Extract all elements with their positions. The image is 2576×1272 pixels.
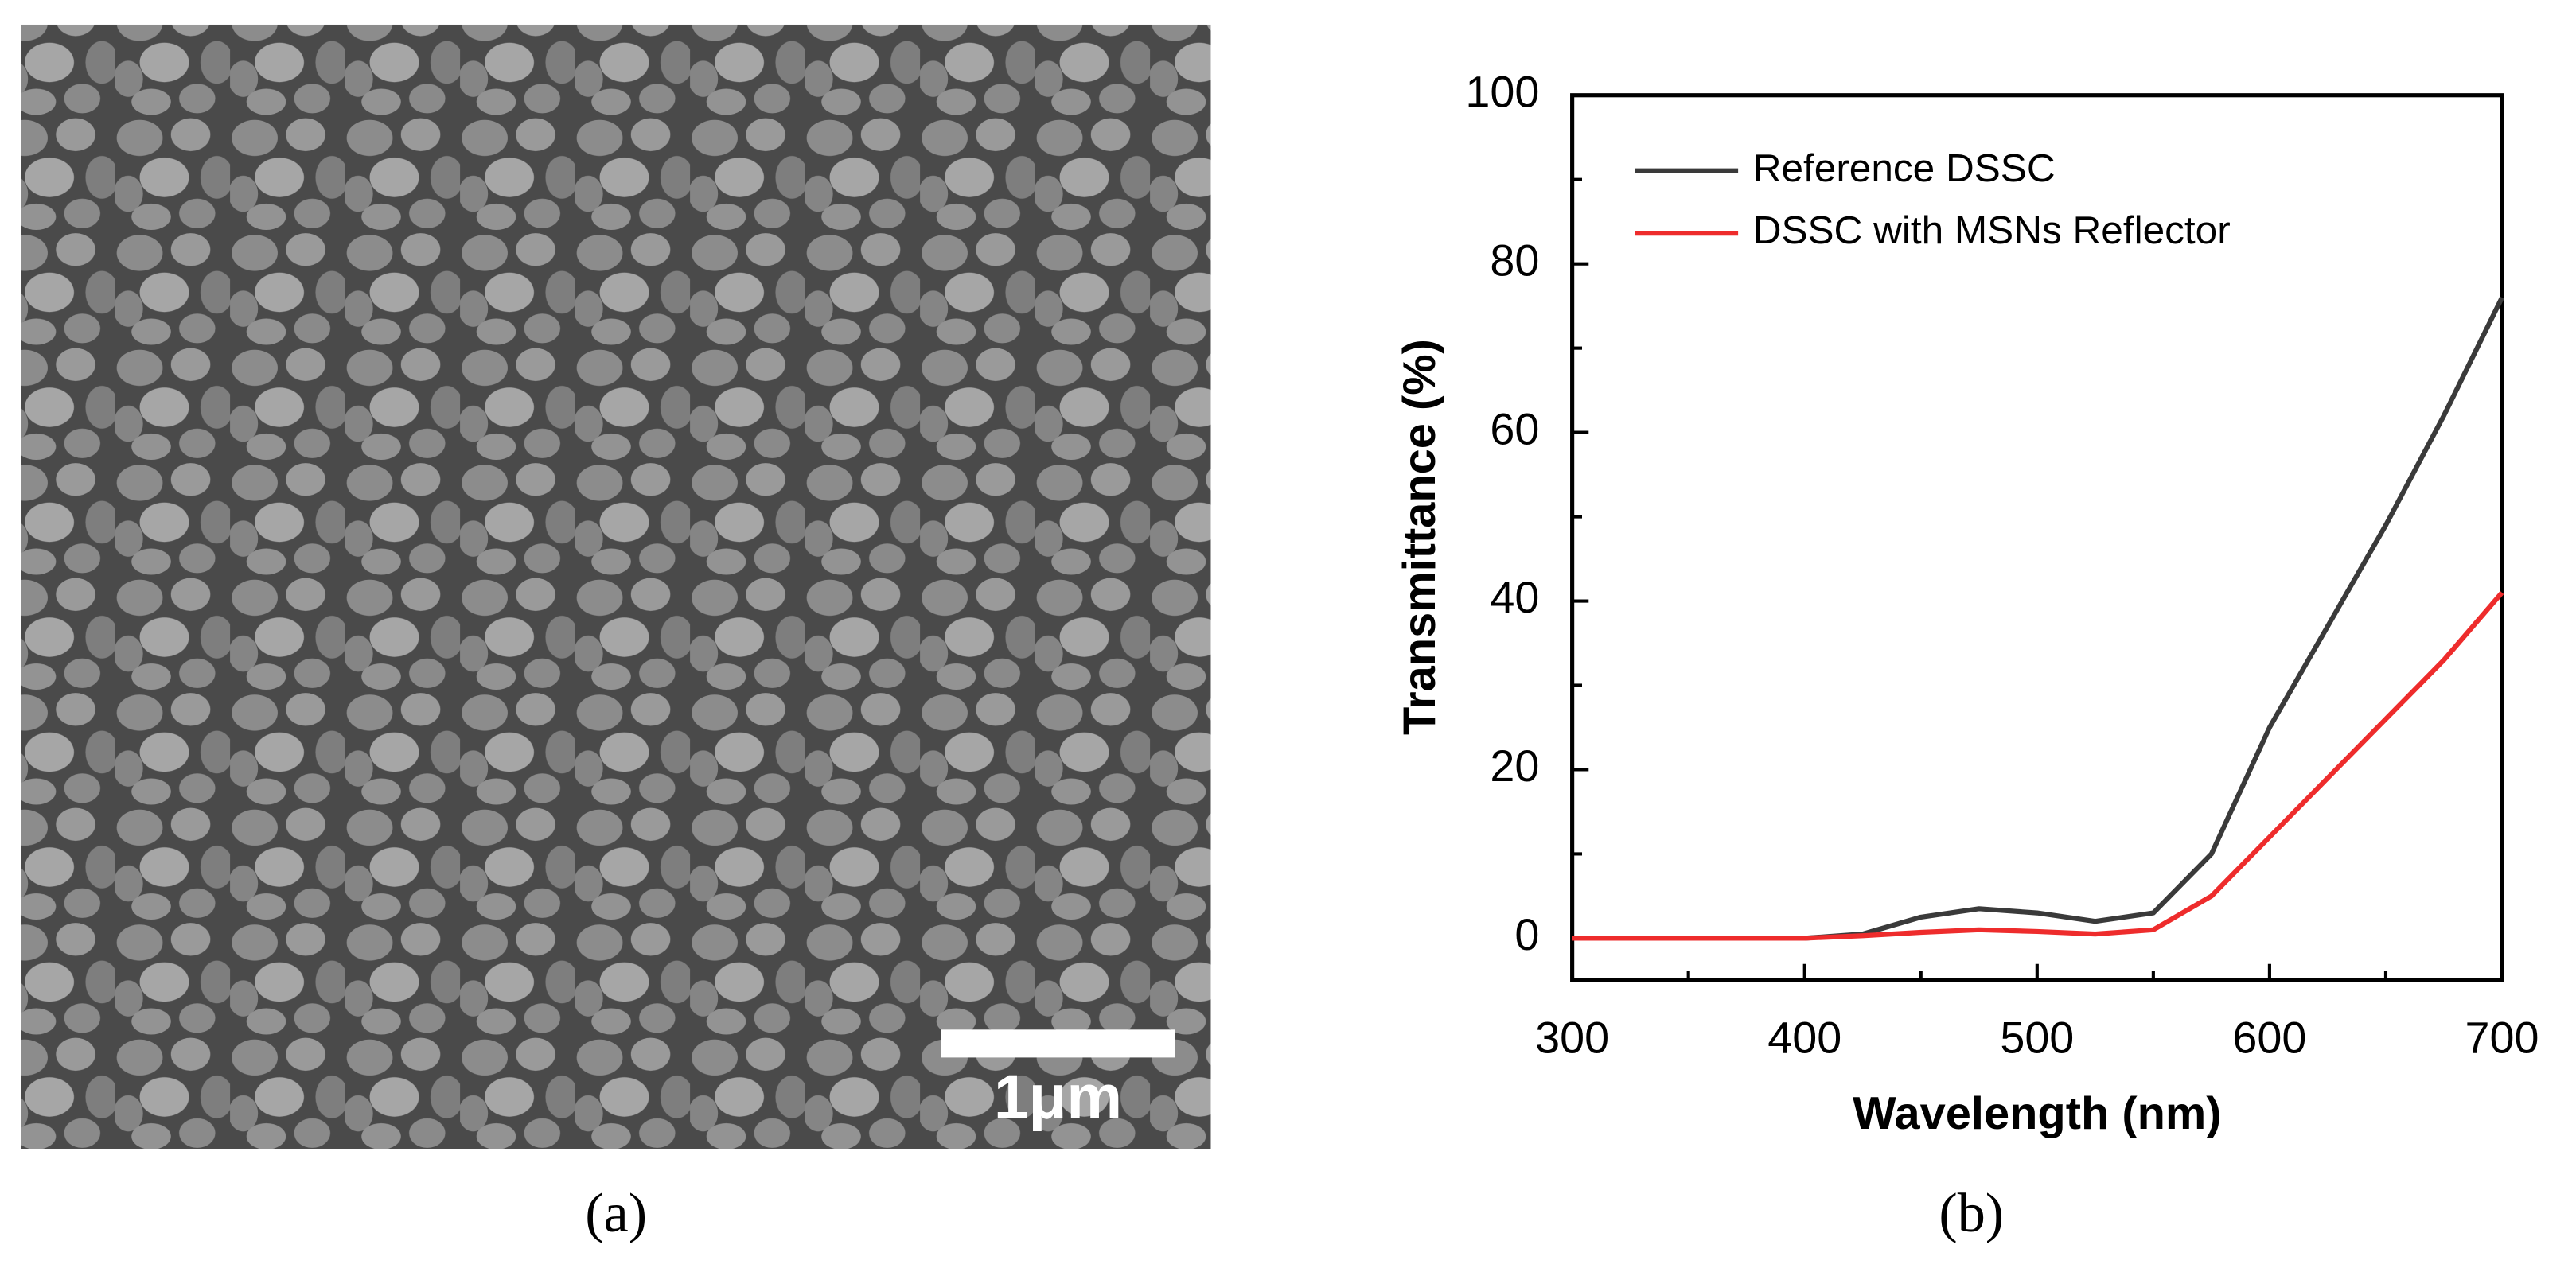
y-tick-label: 100 (1465, 67, 1539, 116)
x-tick-label: 600 (2232, 1013, 2306, 1062)
sem-image (21, 24, 1211, 1150)
y-tick-label: 80 (1490, 235, 1539, 285)
y-tick-label: 0 (1514, 910, 1539, 959)
y-tick-label: 60 (1490, 404, 1539, 453)
y-tick-label: 20 (1490, 741, 1539, 791)
data-line (1572, 590, 2504, 941)
scale-bar-label: 1μm (994, 1062, 1122, 1132)
x-tick-label: 300 (1535, 1013, 1609, 1062)
scale-bar (941, 1029, 1175, 1058)
x-tick-label: 500 (2000, 1013, 2074, 1062)
y-axis-title: Transmittance (%) (1394, 339, 1445, 735)
legend-label: Reference DSSC (1753, 146, 2056, 190)
data-line (1572, 296, 2504, 941)
caption: (a) (585, 1182, 647, 1244)
x-axis-title: Wavelength (nm) (1853, 1088, 2221, 1139)
legend-label: DSSC with MSNs Reflector (1753, 208, 2231, 252)
caption: (b) (1939, 1182, 2004, 1244)
x-tick-label: 400 (1767, 1013, 1841, 1062)
y-tick-label: 40 (1490, 573, 1539, 622)
x-tick-label: 700 (2465, 1013, 2539, 1062)
